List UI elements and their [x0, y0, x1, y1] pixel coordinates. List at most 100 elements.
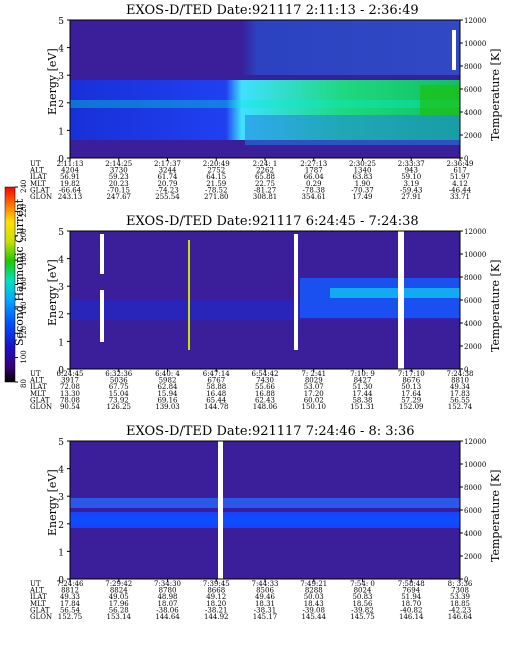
- ephemeris-value: 27.91: [401, 193, 421, 201]
- ephemeris-value: 8427: [354, 377, 372, 385]
- ephemeris-value: 2:33:37: [398, 160, 425, 168]
- colorbar-tick-label: 140: [20, 302, 28, 315]
- ephemeris-value: 7694: [402, 587, 420, 595]
- ephemeris-value: 5982: [159, 377, 177, 385]
- ephemeris-value: 145.44: [302, 613, 327, 621]
- ephemeris-row-label: UT: [30, 160, 41, 168]
- colorbar-tick-label: 240: [20, 180, 28, 193]
- ephemeris-value: 153.14: [107, 613, 132, 621]
- ephemeris-value: 53.07: [304, 383, 324, 391]
- ephemeris-value: 17.96: [109, 600, 130, 608]
- ephemeris-value: 151.31: [350, 403, 375, 411]
- ephemeris-value: 56.91: [60, 173, 80, 181]
- ephemeris-value: 139.03: [155, 403, 180, 411]
- ephemeris-value: 49.12: [206, 593, 226, 601]
- ephemeris-value: 15.04: [109, 390, 130, 398]
- y2-tick-label: 2000: [464, 343, 482, 351]
- ephemeris-row-label: GLAT: [30, 606, 50, 614]
- y2-tick-label: 12000: [464, 17, 486, 25]
- y-tick-label: 5: [58, 228, 64, 238]
- ephemeris-value: 7:44:33: [252, 580, 279, 588]
- y-tick-label: 5: [58, 17, 64, 27]
- ephemeris-row-label: MLT: [30, 600, 46, 608]
- panel2-title: EXOS-D/TED Date:921117 6:24:45 - 7:24:38: [126, 214, 419, 229]
- ephemeris-value: -46.44: [449, 186, 472, 194]
- ephemeris-value: 126.25: [107, 403, 132, 411]
- ephemeris-value: 60.02: [304, 396, 324, 404]
- ephemeris-value: 58.38: [352, 396, 372, 404]
- ephemeris-value: -70.15: [108, 186, 130, 194]
- ephemeris-value: 18.31: [255, 600, 275, 608]
- ephemeris-value: 18.20: [206, 600, 226, 608]
- y-tick-label: 0: [58, 366, 64, 376]
- ephemeris-value: 62.43: [255, 396, 275, 404]
- ephemeris-value: 18.56: [352, 600, 373, 608]
- y-tick-label: 5: [58, 438, 64, 448]
- colorbar-label: Second Harmonic Current: [13, 198, 26, 346]
- ephemeris-value: 8024: [354, 587, 372, 595]
- ephemeris-value: 17.64: [401, 390, 422, 398]
- y2-tick-label: 4000: [464, 109, 482, 117]
- ephemeris-value: 21.59: [206, 180, 226, 188]
- ephemeris-value: 2262: [256, 167, 274, 175]
- ephemeris-row-label: ILAT: [30, 173, 47, 181]
- ephemeris-row-label: ALT: [29, 587, 44, 595]
- ephemeris-value: -38.31: [254, 606, 276, 614]
- y-tick-label: 1: [58, 548, 64, 558]
- ephemeris-value: 144.92: [204, 613, 229, 621]
- ephemeris-value: 7:39:45: [203, 580, 230, 588]
- y-tick-label: 1: [58, 338, 64, 348]
- ephemeris-row-label: GLON: [30, 403, 52, 411]
- panel1-axes: 0 1 2 3 4 5 0 2000 4000 6000 8000 10000 12000 Energy …: [46, 17, 502, 165]
- ephemeris-value: 148.06: [253, 403, 278, 411]
- ephemeris-value: 3917: [61, 377, 79, 385]
- ephemeris-value: 2:27:13: [300, 160, 327, 168]
- y-tick-label: 3: [58, 283, 64, 293]
- panel3-axes: 0 1 2 3 4 5 0 2000 4000 6000 8000 10000 12000 Energy …: [46, 438, 502, 586]
- ephemeris-value: 66.04: [304, 173, 325, 181]
- ephemeris-value: 56.54: [60, 606, 81, 614]
- ephemeris-value: 8780: [159, 587, 177, 595]
- y2-tick-label: 10000: [464, 461, 486, 469]
- y-tick-label: 1: [58, 127, 64, 137]
- y-tick-label: 2: [58, 521, 64, 531]
- ephemeris-row-label: MLT: [30, 180, 46, 188]
- y2-tick-label: 4000: [464, 320, 482, 328]
- ephemeris-value: 56.28: [109, 606, 129, 614]
- ephemeris-value: 2:30:25: [349, 160, 376, 168]
- panel2-axes: 0 1 2 3 4 5 0 2000 4000 6000 8000 10000 12000 Energy …: [46, 228, 502, 376]
- axes-layer: 012345020004000600080001000012000Energy …: [46, 17, 502, 586]
- ephemeris-value: 1787: [305, 167, 323, 175]
- y2-tick-label: 10000: [464, 251, 486, 259]
- ephemeris-value: 17.44: [352, 390, 373, 398]
- ephemeris-value: 7308: [451, 587, 469, 595]
- ephemeris-layer: UT 2:11:13 2:14:25 2:17:37 2:20:49 2:24: 1 2:2…: [29, 160, 474, 621]
- ephemeris-value: 7:24:46: [57, 580, 85, 588]
- ephemeris-value: 6:47:14: [203, 370, 231, 378]
- ephemeris-value: 17.84: [60, 600, 81, 608]
- ephemeris-value: 2:14:25: [105, 160, 132, 168]
- ephemeris-value: -39.82: [351, 606, 373, 614]
- y2-tick-label: 12000: [464, 438, 486, 446]
- ephemeris-value: 59.23: [109, 173, 129, 181]
- y2-tick-label: 4000: [464, 530, 482, 538]
- ephemeris-value: 19.82: [60, 180, 80, 188]
- ephemeris-value: 617: [453, 167, 466, 175]
- ephemeris-value: 18.85: [450, 600, 470, 608]
- ephemeris-value: 18.07: [157, 600, 177, 608]
- ephemeris-value: 56.55: [450, 396, 470, 404]
- ephemeris-value: 6:24:45: [57, 370, 84, 378]
- ephemeris-row-label: GLON: [30, 613, 52, 621]
- ephemeris-value: 49.34: [450, 383, 471, 391]
- y2-axis-label: Temperature [K]: [489, 470, 502, 562]
- ephemeris-value: 49.33: [60, 593, 80, 601]
- ephemeris-row-label: GLAT: [30, 186, 50, 194]
- y-tick-label: 3: [58, 493, 64, 503]
- colorbar-tick-label: 200: [20, 228, 28, 241]
- colorbar-tick-label: 220: [20, 204, 28, 217]
- ephemeris-value: 51.30: [352, 383, 372, 391]
- ephemeris-value: 8288: [305, 587, 323, 595]
- ephemeris-value: 57.29: [401, 396, 421, 404]
- ephemeris-value: 3244: [159, 167, 177, 175]
- ephemeris-value: 61.74: [157, 173, 178, 181]
